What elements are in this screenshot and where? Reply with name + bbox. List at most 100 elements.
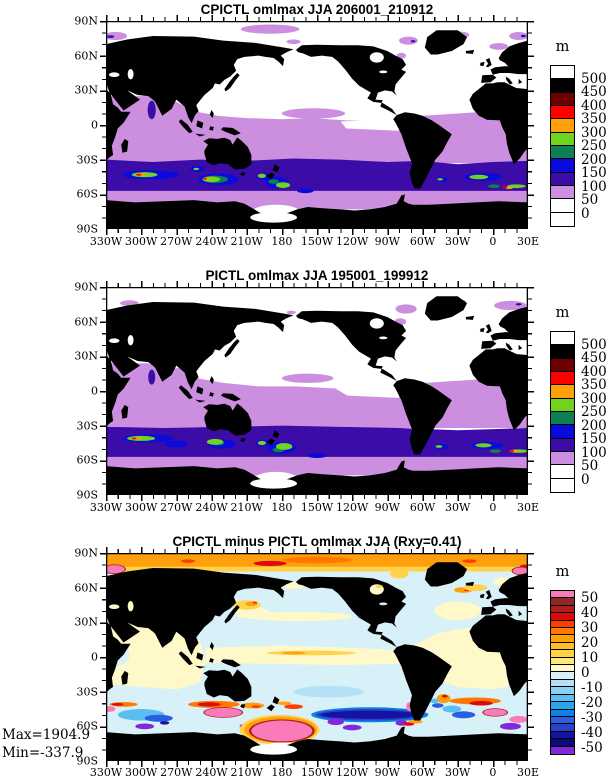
colorbar-swatch xyxy=(551,694,574,703)
lon-tick-label: 180 xyxy=(271,501,293,514)
colorbar-swatch xyxy=(551,345,574,359)
colorbar-tick-label: 200 xyxy=(581,417,607,434)
lat-tick-label: 30N xyxy=(74,349,98,363)
colorbar-swatch xyxy=(551,478,574,492)
lon-tick-label: 30W xyxy=(445,766,471,779)
colorbar-tick-label: 250 xyxy=(581,138,607,154)
lon-tick-label: 300W xyxy=(125,501,158,514)
map-pictl xyxy=(100,281,534,501)
lon-axis-labels: 330W 300W 270W 240W 210W 180 150W 120W 90W 60W 30W… xyxy=(90,501,539,515)
colorbar-swatch xyxy=(551,332,574,346)
lat-tick-label: 30S xyxy=(76,685,98,699)
colorbar-swatch xyxy=(551,79,574,93)
lat-tick-label: 0 xyxy=(91,384,98,398)
lon-tick-label: 180 xyxy=(271,235,293,248)
colorbar-labels: 50 40 30 20 10 0 -10 -20 -30 -40 -50 xyxy=(581,590,610,756)
colorbar-tick-label: 300 xyxy=(581,390,607,407)
lat-tick-label: 90S xyxy=(76,222,98,236)
colorbar-tick-label: 30 xyxy=(581,619,599,636)
colorbar-swatch xyxy=(551,650,574,658)
colorbar-swatch xyxy=(551,358,574,372)
colorbar-tick-label: -10 xyxy=(581,679,603,696)
colorbar-unit: m xyxy=(555,305,570,321)
colorbar-swatches xyxy=(550,331,575,493)
lon-tick-label: 270W xyxy=(160,766,193,779)
lon-minor-ticks-bottom xyxy=(106,761,528,765)
lon-tick-label: 240W xyxy=(195,235,228,248)
field-stats: Max=1904.9 Min=-337.9 xyxy=(2,726,90,762)
lat-tick-label: 60S xyxy=(76,453,98,467)
lon-tick-label: 300W xyxy=(125,235,158,248)
lat-tick-label: 60S xyxy=(76,187,98,201)
colorbar-tick-label: 10 xyxy=(581,649,599,666)
colorbar-swatch xyxy=(551,628,574,636)
colorbar-swatch xyxy=(551,716,574,725)
lon-tick-label: 240W xyxy=(195,766,228,779)
lat-tick-label: 0 xyxy=(91,650,98,664)
lon-tick-label: 30W xyxy=(445,235,471,248)
colorbar-tick-label: 450 xyxy=(581,84,607,100)
colorbar-tick-label: 500 xyxy=(581,336,607,353)
lon-tick-label: 150W xyxy=(300,766,334,779)
colorbar-swatch xyxy=(551,702,574,710)
inland-water xyxy=(108,52,388,223)
lon-tick-label: 30W xyxy=(445,501,471,514)
panel-title: PICTL omlmax JJA 195001_199912 xyxy=(205,268,429,283)
colorbar-swatch xyxy=(551,613,574,621)
lon-axis-labels: 330W 300W 270W 240W 210W 180 150W 120W 90W 60W 30W… xyxy=(90,766,539,780)
lon-tick-label: 90W xyxy=(374,766,400,779)
stat-max: Max=1904.9 xyxy=(2,727,91,743)
colorbar-labels: 500 450 400 350 300 250 200 150 100 50 0 xyxy=(581,331,610,493)
lon-minor-ticks-bottom xyxy=(106,229,528,233)
colorbar-swatch xyxy=(551,746,574,754)
lon-tick-label: 60W xyxy=(409,766,436,779)
colorbar-swatch xyxy=(551,687,574,695)
colorbar-unit: m xyxy=(555,564,570,580)
lat-tick-label: 90N xyxy=(74,546,98,560)
colorbar-tick-label: 0 xyxy=(581,471,590,488)
colorbar-tick-label: -50 xyxy=(581,739,603,756)
lon-tick-label: 0 xyxy=(489,501,497,514)
lat-tick-label: 30N xyxy=(74,615,98,629)
colorbar-swatch xyxy=(551,438,574,452)
colorbar-swatch xyxy=(551,605,574,614)
lon-tick-label: 330W xyxy=(89,501,123,514)
lon-tick-label: 30E xyxy=(516,501,540,514)
lat-tick-label: 30N xyxy=(74,83,98,97)
colorbar-tick-label: 100 xyxy=(581,178,607,195)
colorbar-tick-label: 40 xyxy=(581,604,599,621)
lon-tick-label: 270W xyxy=(160,235,193,248)
colorbar-swatch xyxy=(551,385,574,399)
lon-tick-label: 240W xyxy=(195,501,228,514)
inland-water xyxy=(108,584,388,755)
colorbar-swatch xyxy=(551,185,574,200)
colorbar-tick-label: 20 xyxy=(581,634,599,651)
lat-tick-label: 90S xyxy=(76,488,98,502)
lat-tick-label: 60N xyxy=(74,49,98,63)
lon-tick-label: 150W xyxy=(300,501,334,514)
lon-tick-label: 90W xyxy=(374,235,400,248)
lat-minor-ticks-right xyxy=(528,21,532,229)
lon-tick-label: 210W xyxy=(230,501,263,514)
lon-tick-label: 150W xyxy=(300,235,334,248)
colorbar-swatch xyxy=(551,92,574,106)
colorbar-tick-label: 150 xyxy=(581,165,607,181)
lat-tick-label: 30S xyxy=(76,153,98,167)
lon-tick-label: 30E xyxy=(516,235,540,248)
colorbar-tick-label: 350 xyxy=(581,377,607,393)
colorbar-swatches xyxy=(550,590,575,755)
lon-tick-label: 0 xyxy=(489,766,497,779)
lon-tick-label: 120W xyxy=(336,766,369,779)
colorbar-tick-label: 200 xyxy=(581,151,607,168)
lon-minor-ticks-bottom xyxy=(106,495,528,499)
colorbar-tick-label: 500 xyxy=(581,70,607,87)
lat-minor-ticks-right xyxy=(528,287,532,495)
lat-tick-label: 60S xyxy=(76,719,98,733)
lon-tick-label: 120W xyxy=(336,235,369,248)
inland-water xyxy=(108,318,388,489)
colorbar-swatch xyxy=(551,212,574,226)
colorbar-unit: m xyxy=(555,39,570,55)
colorbar-tick-label: 0 xyxy=(581,664,590,681)
colorbar-swatch xyxy=(551,172,574,186)
